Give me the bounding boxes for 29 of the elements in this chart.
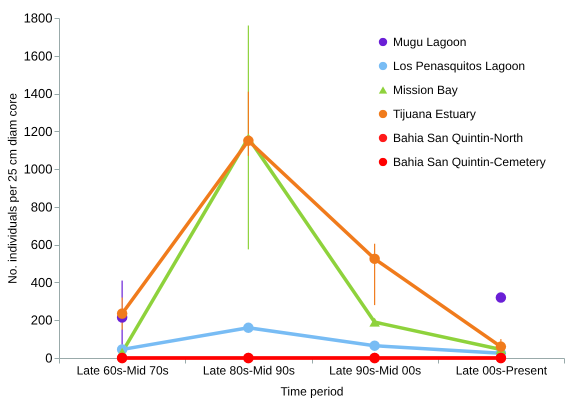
point xyxy=(369,254,380,264)
legend-label: Mission Bay xyxy=(393,83,458,97)
y-tick-label: 1400 xyxy=(24,86,52,102)
y-tick-label: 1200 xyxy=(24,124,52,139)
legend-label: Los Penasquitos Lagoon xyxy=(393,59,526,73)
legend-label: Bahia San Quintin-Cemetery xyxy=(393,155,546,169)
y-tick-label: 400 xyxy=(30,274,52,290)
point xyxy=(496,292,506,303)
y-tick-label: 800 xyxy=(30,199,52,214)
x-axis-title: Time period xyxy=(280,384,344,398)
legend-label: Tijuana Estuary xyxy=(393,107,476,121)
x-tick-label: Late 80s-Mid 90s xyxy=(202,364,295,378)
point xyxy=(369,340,380,351)
y-tick-label: 1600 xyxy=(24,48,52,64)
legend-label: Bahia San Quintin-North xyxy=(393,131,524,145)
y-tick-label: 200 xyxy=(30,312,52,328)
point xyxy=(243,322,254,334)
x-tick-label: Late 90s-Mid 00s xyxy=(329,364,422,378)
point xyxy=(369,318,380,327)
x-tick-label: Late 00s-Present xyxy=(456,364,548,378)
y-tick-label: 0 xyxy=(45,350,52,366)
y-tick-label: 1000 xyxy=(24,162,52,177)
y-axis-title: No. individuals per 25 cm diam core xyxy=(6,92,20,284)
y-tick-label: 1800 xyxy=(24,10,52,26)
x-tick-label: Late 60s-Mid 70s xyxy=(76,364,169,378)
point xyxy=(116,308,128,319)
legend-label: Mugu Lagoon xyxy=(393,35,466,49)
y-tick-label: 600 xyxy=(30,237,52,252)
point xyxy=(243,136,254,146)
